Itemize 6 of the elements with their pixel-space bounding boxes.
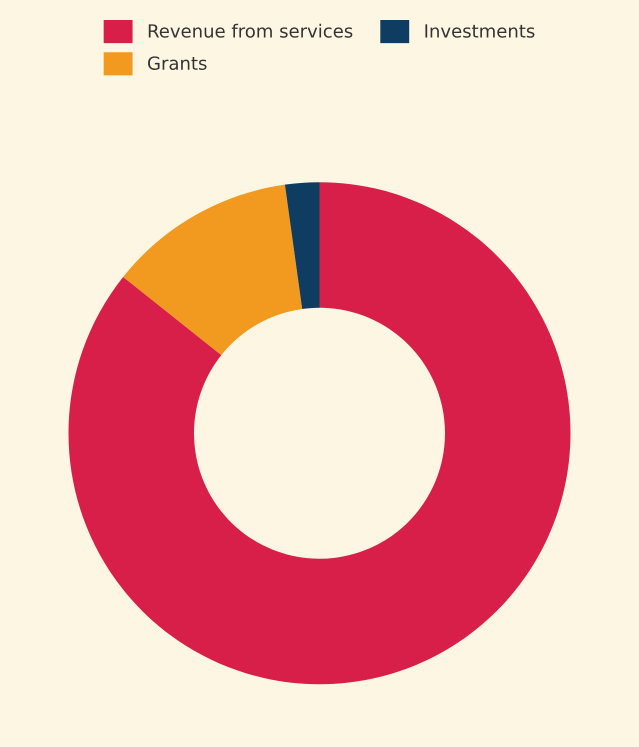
legend-label: Grants	[148, 56, 207, 70]
legend-label: Investments	[425, 24, 534, 38]
legend-label: Revenue from services	[148, 24, 352, 38]
donut-slice	[68, 182, 570, 684]
donut-slice	[284, 182, 320, 309]
donut-slice	[123, 184, 302, 356]
